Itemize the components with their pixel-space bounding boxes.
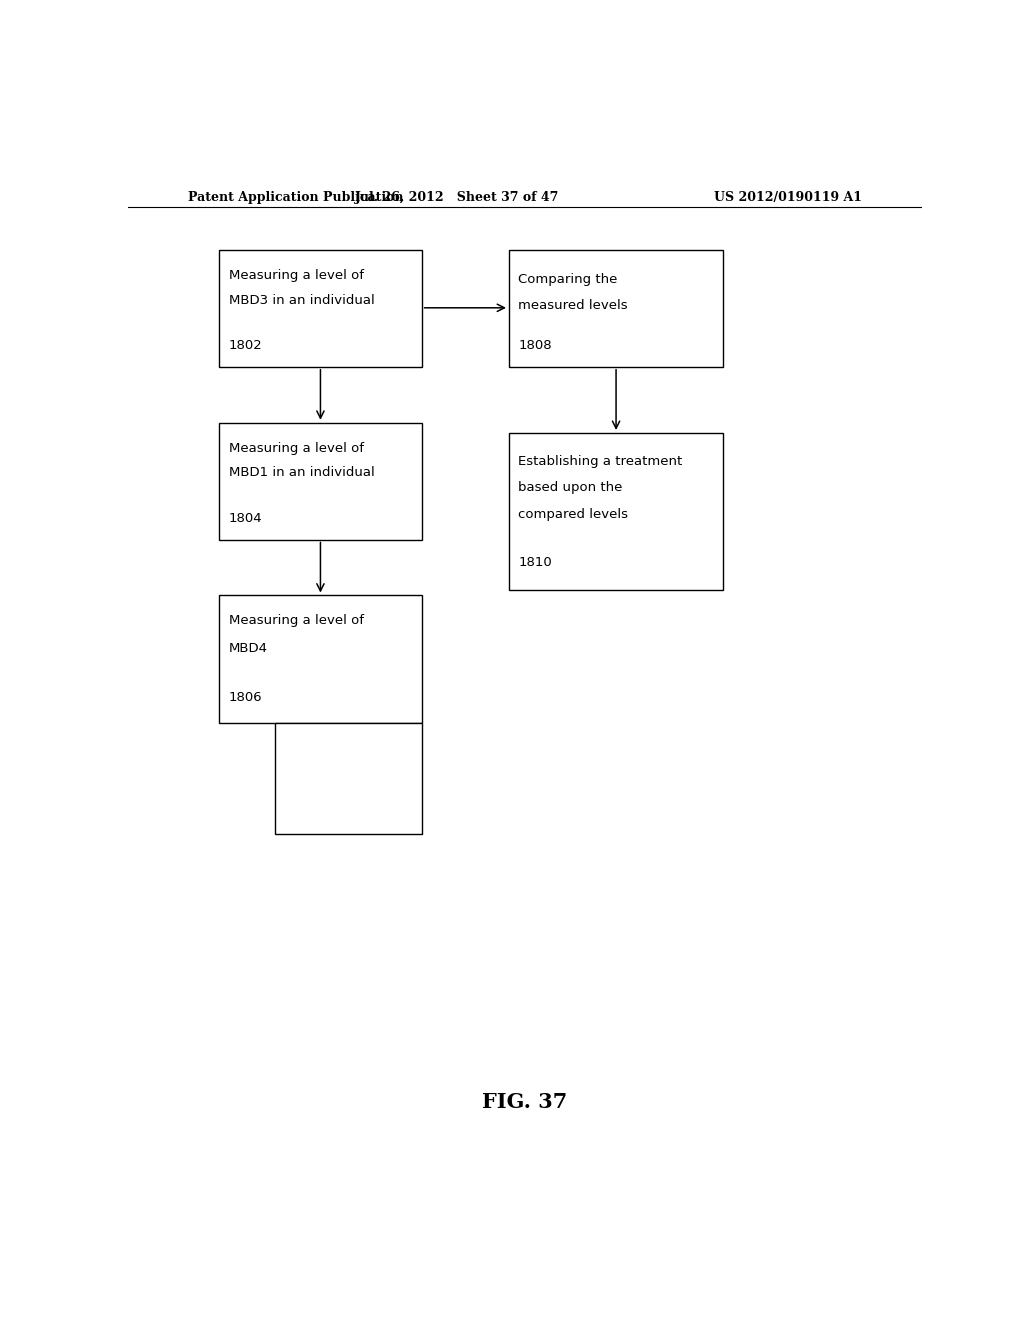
Bar [219,422,422,540]
Text: Measuring a level of: Measuring a level of [228,442,364,455]
Text: 1806: 1806 [228,690,262,704]
Text: Comparing the: Comparing the [518,273,617,285]
Text: Patent Application Publication: Patent Application Publication [187,190,403,203]
Bar [509,433,723,590]
Text: MBD1 in an individual: MBD1 in an individual [228,466,375,479]
Text: 1802: 1802 [228,339,262,352]
Text: measured levels: measured levels [518,300,628,313]
Text: based upon the: based upon the [518,482,623,495]
Text: MBD4: MBD4 [228,643,268,655]
Text: Jul. 26, 2012   Sheet 37 of 47: Jul. 26, 2012 Sheet 37 of 47 [355,190,559,203]
Text: Establishing a treatment: Establishing a treatment [518,454,683,467]
Text: Measuring a level of: Measuring a level of [228,269,364,282]
Bar [219,595,422,722]
Text: US 2012/0190119 A1: US 2012/0190119 A1 [714,190,862,203]
Bar [219,249,422,367]
Text: 1810: 1810 [518,556,552,569]
Text: 1804: 1804 [228,512,262,525]
Text: MBD3 in an individual: MBD3 in an individual [228,293,375,306]
Text: Measuring a level of: Measuring a level of [228,614,364,627]
Text: compared levels: compared levels [518,508,629,521]
Bar [274,722,422,834]
Bar [509,249,723,367]
Text: 1808: 1808 [518,339,552,352]
Text: FIG. 37: FIG. 37 [482,1092,567,1111]
